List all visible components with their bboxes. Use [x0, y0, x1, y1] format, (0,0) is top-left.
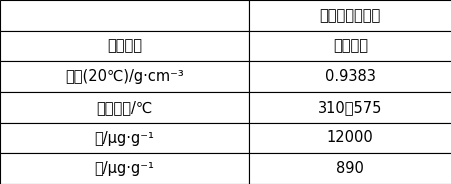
Text: 12000: 12000 [326, 130, 373, 146]
Bar [248, 61, 451, 92]
Bar [248, 123, 451, 153]
Text: 0.9383: 0.9383 [324, 69, 375, 84]
Text: 减压蜡油: 减压蜡油 [332, 38, 367, 54]
Bar [0, 0, 248, 31]
Text: 氮/μg·g⁻¹: 氮/μg·g⁻¹ [94, 161, 154, 176]
Bar [0, 92, 248, 123]
Bar [248, 31, 451, 61]
Bar [0, 31, 248, 61]
Bar [0, 153, 248, 184]
Text: 原料来源: 原料来源 [106, 38, 142, 54]
Text: 馏程范围/℃: 馏程范围/℃ [96, 100, 152, 115]
Bar [248, 92, 451, 123]
Text: 实施例与比较例: 实施例与比较例 [319, 8, 380, 23]
Text: 310～575: 310～575 [318, 100, 382, 115]
Bar [0, 123, 248, 153]
Bar [0, 61, 248, 92]
Bar [248, 0, 451, 31]
Bar [248, 153, 451, 184]
Text: 890: 890 [336, 161, 364, 176]
Text: 硫/μg·g⁻¹: 硫/μg·g⁻¹ [94, 130, 154, 146]
Text: 密度(20℃)/g·cm⁻³: 密度(20℃)/g·cm⁻³ [65, 69, 183, 84]
